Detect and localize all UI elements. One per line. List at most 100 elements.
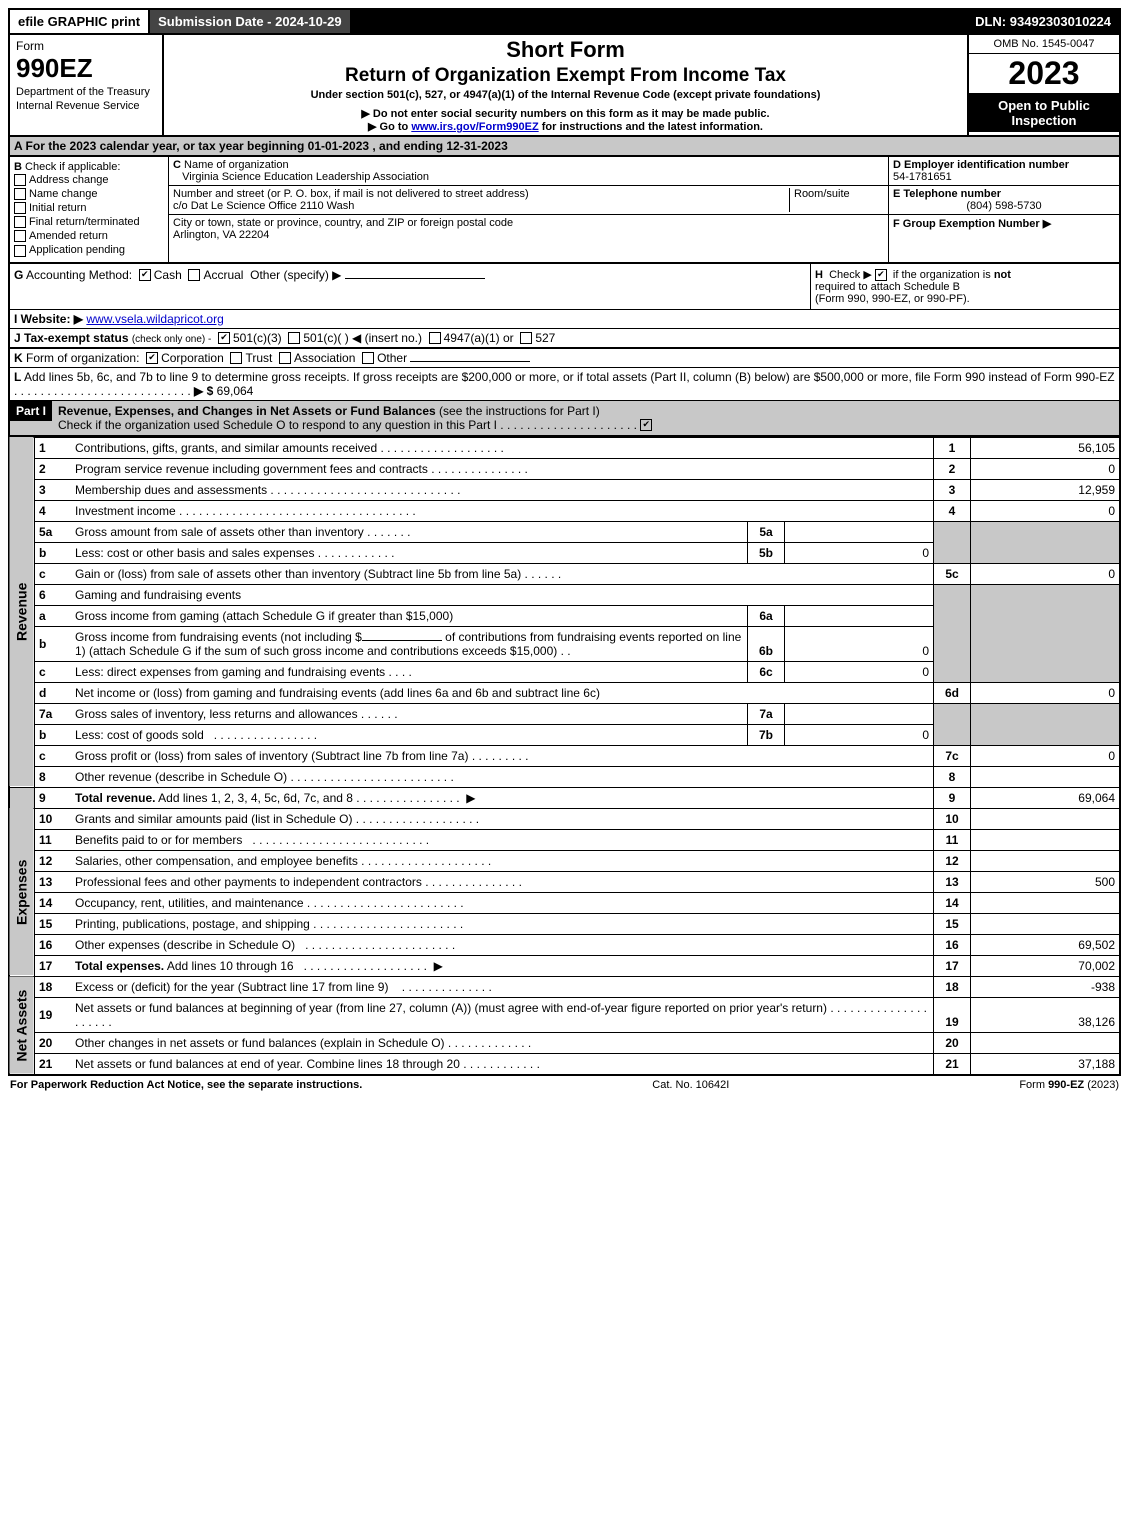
website-label: I Website: ▶ xyxy=(14,312,83,326)
street-value: c/o Dat Le Science Office 2110 Wash xyxy=(173,200,354,212)
group-exemption-row: F Group Exemption Number ▶ xyxy=(889,215,1119,232)
phone-label: E Telephone number xyxy=(893,188,1001,200)
line-8: 8 Other revenue (describe in Schedule O)… xyxy=(9,766,1120,787)
group-exemption-arrow: ▶ xyxy=(1043,218,1051,230)
cash-label: Cash xyxy=(154,268,182,282)
line-6: 6 Gaming and fundraising events xyxy=(9,584,1120,605)
dln-value: 93492303010224 xyxy=(1010,14,1111,29)
phone-value: (804) 598-5730 xyxy=(893,200,1115,212)
form-of-org-label: Form of organization: xyxy=(26,351,139,365)
line-1: Revenue 1 Contributions, gifts, grants, … xyxy=(9,437,1120,458)
checkbox-corporation[interactable] xyxy=(146,352,158,364)
goto-prefix: ▶ Go to xyxy=(368,121,408,133)
line-1-desc: Contributions, gifts, grants, and simila… xyxy=(71,437,934,458)
association-label: Association xyxy=(294,351,355,365)
city-value: Arlington, VA 22204 xyxy=(173,229,269,241)
checkbox-schedule-b[interactable] xyxy=(875,269,887,281)
checkbox-application-pending[interactable]: Application pending xyxy=(14,243,164,257)
checkbox-501c3[interactable] xyxy=(218,332,230,344)
line-17: 17 Total expenses. Add lines 10 through … xyxy=(9,955,1120,976)
checkbox-association[interactable] xyxy=(279,352,291,364)
l-arrow: ▶ $ xyxy=(194,384,213,398)
ssn-warning: ▶ Do not enter social security numbers o… xyxy=(168,107,963,120)
section-bcdef: B Check if applicable: Address change Na… xyxy=(8,157,1121,264)
accounting-method-label: Accounting Method: xyxy=(26,268,132,282)
goto-link[interactable]: www.irs.gov/Form990EZ xyxy=(411,121,538,133)
header-center-col: Short Form Return of Organization Exempt… xyxy=(164,35,969,135)
checkbox-527[interactable] xyxy=(520,332,532,344)
other-specify: Other (specify) ▶ xyxy=(250,268,341,282)
line-10: Expenses 10 Grants and similar amounts p… xyxy=(9,808,1120,829)
section-j: J Tax-exempt status (check only one) - 5… xyxy=(10,329,1119,347)
checkbox-trust[interactable] xyxy=(230,352,242,364)
expenses-side-label: Expenses xyxy=(9,808,35,976)
line-11: 11 Benefits paid to or for members . . .… xyxy=(9,829,1120,850)
open-public-inspection: Open to Public Inspection xyxy=(969,93,1119,132)
line-13: 13 Professional fees and other payments … xyxy=(9,871,1120,892)
checkbox-address-change[interactable]: Address change xyxy=(14,173,164,187)
checkbox-4947a1[interactable] xyxy=(429,332,441,344)
ein-row: D Employer identification number 54-1781… xyxy=(889,157,1119,186)
efile-print-button[interactable]: efile GRAPHIC print xyxy=(10,10,150,33)
h-text3: required to attach Schedule B xyxy=(815,281,960,293)
checkbox-other-org[interactable] xyxy=(362,352,374,364)
revenue-side-label: Revenue xyxy=(9,437,35,787)
part-1-table: Revenue 1 Contributions, gifts, grants, … xyxy=(8,437,1121,1076)
line-12: 12 Salaries, other compensation, and emp… xyxy=(9,850,1120,871)
part-1-desc: Revenue, Expenses, and Changes in Net As… xyxy=(52,401,1119,435)
part-1-title: Revenue, Expenses, and Changes in Net As… xyxy=(58,404,436,418)
h-text2: if the organization is xyxy=(893,269,991,281)
header-left-col: Form 990EZ Department of the Treasury In… xyxy=(10,35,164,135)
line-3: 3 Membership dues and assessments . . . … xyxy=(9,479,1120,500)
checkbox-final-return[interactable]: Final return/terminated xyxy=(14,215,164,229)
dln-prefix: DLN: xyxy=(975,14,1006,29)
line-1-val: 56,105 xyxy=(971,437,1121,458)
section-i: I Website: ▶ www.vsela.wildapricot.org xyxy=(10,309,1119,329)
tax-year: 2023 xyxy=(969,54,1119,93)
k-label: K xyxy=(14,351,23,365)
submission-date-button[interactable]: Submission Date - 2024-10-29 xyxy=(150,10,352,33)
checkbox-501c[interactable] xyxy=(288,332,300,344)
section-l: L Add lines 5b, 6c, and 7b to line 9 to … xyxy=(8,368,1121,401)
city-label: City or town, state or province, country… xyxy=(173,217,513,229)
group-exemption-label: F Group Exemption Number xyxy=(893,218,1040,230)
line-2: 2 Program service revenue including gove… xyxy=(9,458,1120,479)
org-name: Virginia Science Education Leadership As… xyxy=(182,171,429,183)
website-link[interactable]: www.vsela.wildapricot.org xyxy=(86,312,223,326)
catalog-number: Cat. No. 10642I xyxy=(652,1079,729,1091)
other-org-blank xyxy=(410,361,530,362)
section-c-col: C Name of organization Virginia Science … xyxy=(169,157,889,262)
line-9: 9 Total revenue. Add lines 1, 2, 3, 4, 5… xyxy=(9,787,1120,808)
checkbox-schedule-o-part1[interactable] xyxy=(640,419,652,431)
l-text: Add lines 5b, 6c, and 7b to line 9 to de… xyxy=(24,370,1115,384)
check-if-applicable: Check if applicable: xyxy=(25,161,120,173)
checkbox-name-change[interactable]: Name change xyxy=(14,187,164,201)
line-5a: 5a Gross amount from sale of assets othe… xyxy=(9,521,1120,542)
line-14: 14 Occupancy, rent, utilities, and maint… xyxy=(9,892,1120,913)
top-bar-left: efile GRAPHIC print Submission Date - 20… xyxy=(10,10,352,33)
section-h: H Check ▶ if the organization is not req… xyxy=(810,264,1119,309)
dept-irs: Internal Revenue Service xyxy=(16,100,156,112)
page-footer: For Paperwork Reduction Act Notice, see … xyxy=(8,1076,1121,1091)
under-section-text: Under section 501(c), 527, or 4947(a)(1)… xyxy=(168,89,963,101)
net-assets-side-label: Net Assets xyxy=(9,976,35,1075)
section-def-col: D Employer identification number 54-1781… xyxy=(889,157,1119,262)
goto-suffix: for instructions and the latest informat… xyxy=(542,121,763,133)
main-title: Return of Organization Exempt From Incom… xyxy=(168,65,963,87)
checkbox-accrual[interactable] xyxy=(188,269,200,281)
checkbox-amended-return[interactable]: Amended return xyxy=(14,229,164,243)
checkbox-initial-return[interactable]: Initial return xyxy=(14,201,164,215)
paperwork-notice: For Paperwork Reduction Act Notice, see … xyxy=(10,1079,362,1091)
h-not: not xyxy=(994,269,1011,281)
short-form-title: Short Form xyxy=(168,37,963,63)
line-20: 20 Other changes in net assets or fund b… xyxy=(9,1032,1120,1053)
line-1-ln: 1 xyxy=(934,437,971,458)
section-c-label: C xyxy=(173,159,181,171)
line-21: 21 Net assets or fund balances at end of… xyxy=(9,1053,1120,1075)
4947a1-label: 4947(a)(1) or xyxy=(444,331,514,345)
section-gh: G Accounting Method: Cash Accrual Other … xyxy=(8,264,1121,349)
checkbox-cash[interactable] xyxy=(139,269,151,281)
part-1-check-text: Check if the organization used Schedule … xyxy=(58,418,497,432)
line-7a: 7a Gross sales of inventory, less return… xyxy=(9,703,1120,724)
form-label: Form xyxy=(16,39,156,53)
